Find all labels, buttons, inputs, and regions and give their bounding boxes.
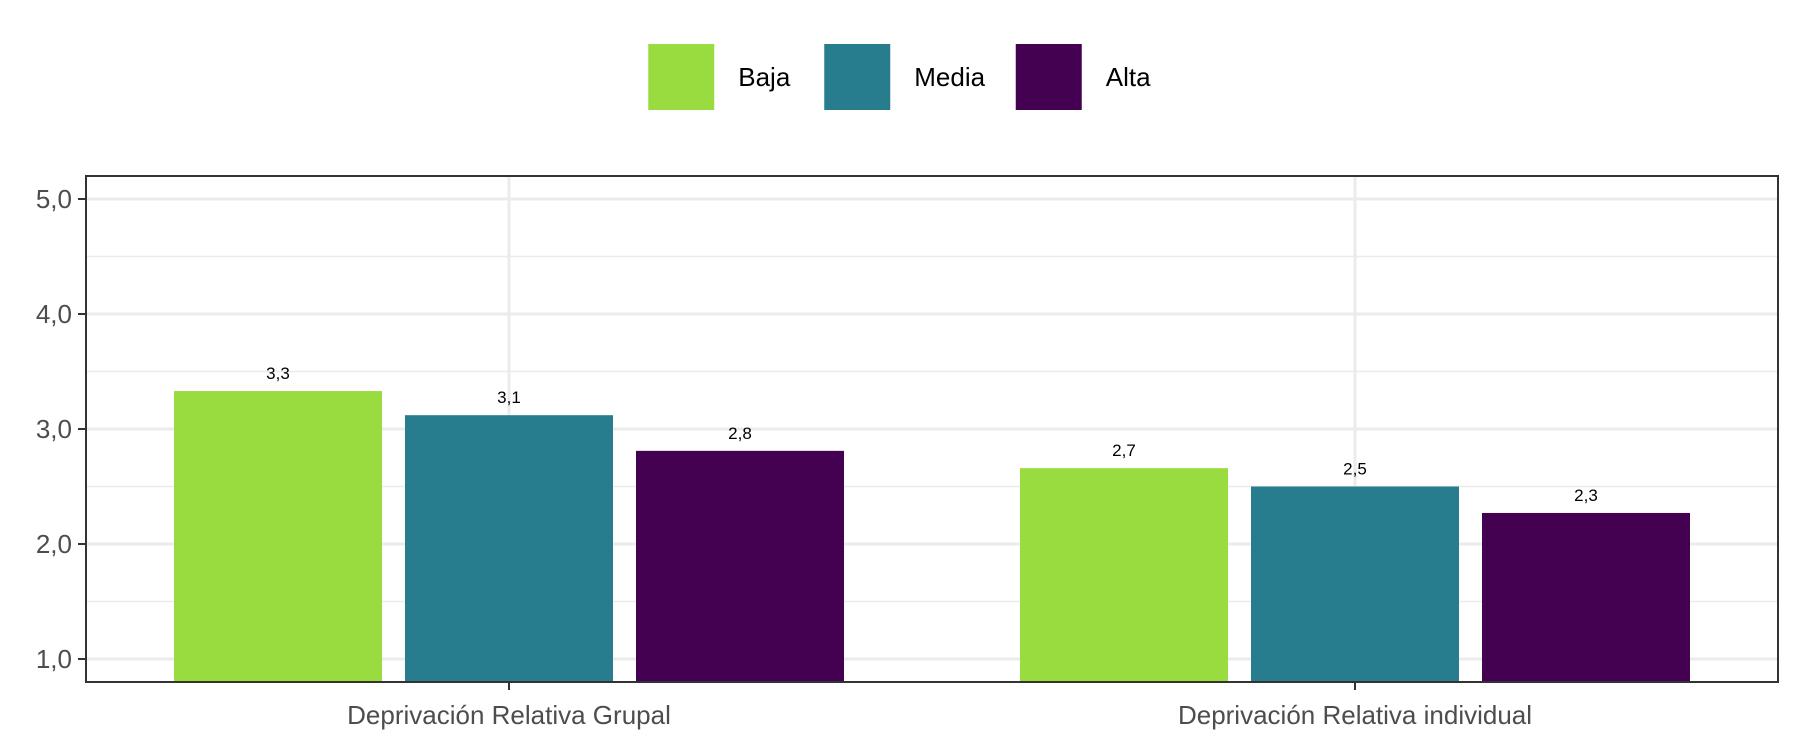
y-tick-label: 4,0 xyxy=(36,299,72,329)
y-tick-label: 1,0 xyxy=(36,644,72,674)
y-axis: 1,0 2,0 3,0 4,0 5,0 xyxy=(36,184,86,674)
x-axis: Deprivación Relativa Grupal Deprivación R… xyxy=(347,682,1532,730)
y-tick-label: 5,0 xyxy=(36,184,72,214)
legend-key-alta xyxy=(1015,44,1082,110)
legend: Baja Media Alta xyxy=(648,44,1151,110)
bar-value-label: 2,7 xyxy=(1112,441,1136,460)
bar-alta xyxy=(636,450,844,682)
x-tick-label: Deprivación Relativa individual xyxy=(1178,700,1532,730)
y-tick-label: 2,0 xyxy=(36,529,72,559)
bar-baja xyxy=(174,391,382,682)
bar-baja xyxy=(1020,468,1228,682)
legend-key-media xyxy=(824,44,891,110)
legend-label: Baja xyxy=(738,62,791,92)
bar-value-label: 2,8 xyxy=(728,424,752,443)
bar-media xyxy=(405,415,613,682)
legend-label: Alta xyxy=(1106,62,1151,92)
legend-key-baja xyxy=(648,44,715,110)
bar-value-label: 3,3 xyxy=(266,364,290,383)
bar-value-label: 3,1 xyxy=(497,388,521,407)
bar-media xyxy=(1251,486,1459,682)
bars xyxy=(174,391,1690,682)
x-tick-label: Deprivación Relativa Grupal xyxy=(347,700,671,730)
data-labels: 3,3 3,1 2,8 2,7 2,5 2,3 xyxy=(266,364,1598,505)
y-tick-label: 3,0 xyxy=(36,414,72,444)
legend-label: Media xyxy=(914,62,985,92)
bar-alta xyxy=(1482,512,1690,682)
bar-value-label: 2,3 xyxy=(1574,486,1598,505)
bar-value-label: 2,5 xyxy=(1343,460,1367,479)
